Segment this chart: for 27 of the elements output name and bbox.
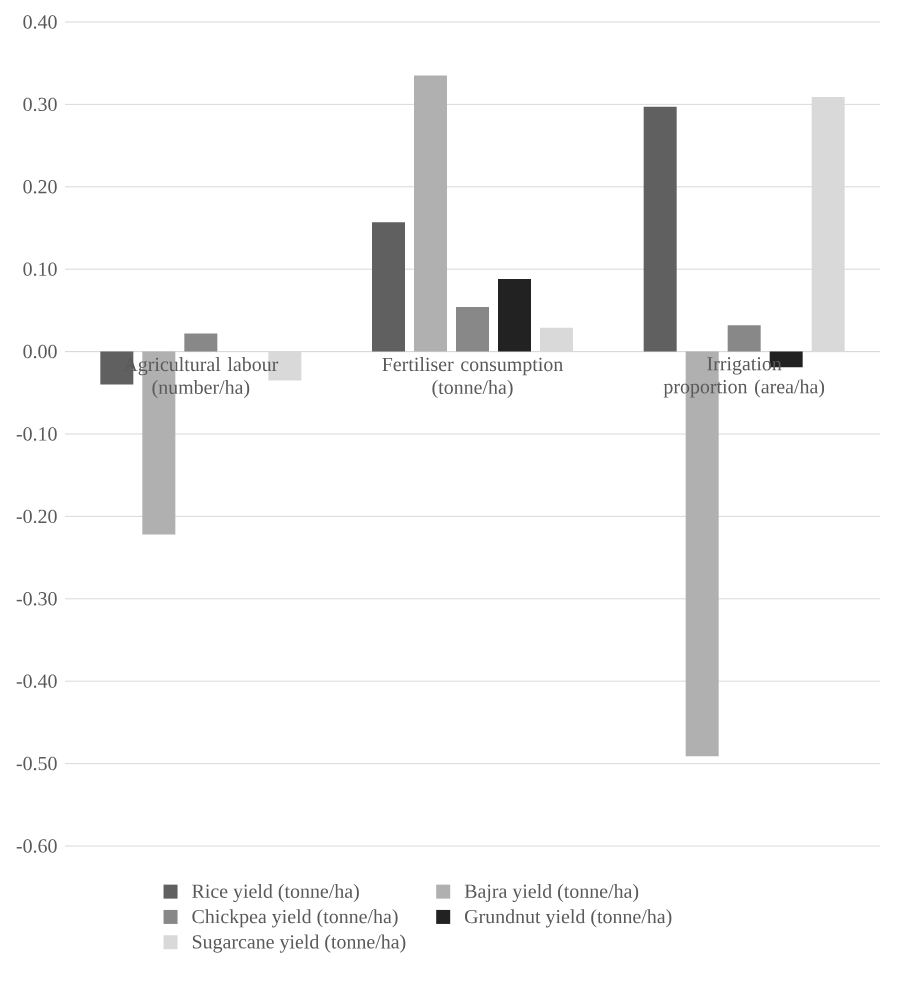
y-tick-label: 0.30 <box>23 97 57 112</box>
y-tick-label: 0.00 <box>23 344 57 359</box>
y-tick-label: -0.30 <box>16 592 57 606</box>
y-tick-label: -0.60 <box>16 839 57 853</box>
legend-label: Chickpea yield (tonne/ha) <box>192 909 398 928</box>
y-tick-label: -0.50 <box>16 756 57 771</box>
y-tick-label: 0.40 <box>23 15 57 29</box>
x-tick-label: Fertiliser consumption (tonne/ha) <box>382 357 563 399</box>
bar <box>414 75 447 352</box>
x-tick-label: Irrigation proportion (area/ha) <box>663 357 825 398</box>
legend-label: Rice yield (tonne/ha) <box>192 883 359 903</box>
bar <box>540 327 574 352</box>
legend-label: Grundnut yield (tonne/ha) <box>465 909 672 928</box>
bar <box>184 333 218 352</box>
bar <box>372 222 405 352</box>
legend-label: Bajra yield (tonne/ha) <box>464 883 639 903</box>
y-tick-label: 0.10 <box>23 262 57 276</box>
y-tick-label: 0.20 <box>23 180 57 194</box>
y-tick-label: -0.20 <box>16 509 57 524</box>
legend-label: Sugarcane yield (tonne/ha) <box>192 934 406 953</box>
y-tick-label: -0.40 <box>16 674 57 688</box>
bar <box>456 307 489 352</box>
y-tick-label: -0.10 <box>16 427 57 441</box>
bar <box>498 279 531 352</box>
bar <box>811 96 845 352</box>
bar <box>643 106 677 352</box>
bar <box>727 325 761 352</box>
